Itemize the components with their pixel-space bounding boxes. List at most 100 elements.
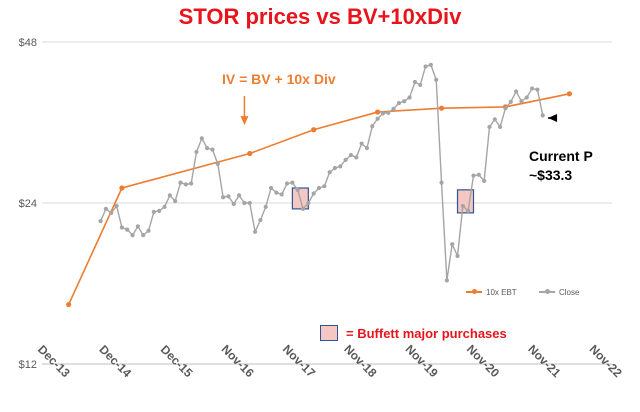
x-tick-label: Nov-16 — [219, 342, 257, 380]
data-point-close — [327, 170, 332, 175]
data-point-close — [529, 86, 535, 91]
data-point-close — [141, 233, 146, 238]
data-point-close — [508, 99, 513, 104]
data-point-close — [444, 278, 449, 283]
x-tick-label: Dec-13 — [35, 342, 73, 380]
current-price-annotation-text: Current P ~$33.3 — [529, 148, 593, 183]
buffett-purchase-boxes — [291, 187, 475, 214]
data-point-close — [524, 95, 529, 100]
data-point-close — [423, 64, 428, 69]
buffett-legend-text: = Buffett major purchases — [346, 326, 507, 341]
data-point-close — [487, 124, 492, 130]
chart-title: STOR prices vs BV+10xDiv — [178, 4, 462, 29]
data-point-close — [284, 181, 290, 186]
data-point-close — [252, 229, 258, 234]
data-point-close — [173, 198, 178, 204]
data-point-close — [98, 219, 103, 224]
data-point-close — [178, 180, 183, 185]
annotation-arrows — [240, 96, 558, 126]
iv-arrow-head — [240, 116, 249, 126]
data-point-close — [466, 208, 471, 213]
series-line-ebt — [67, 93, 570, 305]
data-point-close — [237, 193, 242, 198]
data-point-close — [242, 200, 247, 206]
data-point-close — [306, 200, 311, 206]
iv-annotation: IV = BV + 10x Div — [222, 71, 336, 87]
x-tick-label: Nov-22 — [587, 342, 625, 380]
data-point-close — [103, 206, 109, 211]
x-tick-label: Nov-17 — [280, 342, 318, 380]
data-point-close — [391, 106, 396, 111]
data-point-close — [455, 253, 460, 259]
data-point-ebt — [566, 91, 572, 97]
current-arrow-head — [548, 114, 558, 123]
x-tick-label: Nov-19 — [403, 342, 441, 380]
current-price-annotation: Current P ~$33.3 — [529, 147, 593, 185]
x-tick-label: Dec-15 — [158, 342, 196, 380]
buffett-legend-swatch — [320, 325, 338, 341]
data-point-ebt — [119, 185, 125, 191]
data-point-close — [354, 155, 359, 160]
y-tick-label: $12 — [19, 359, 37, 371]
data-point-close — [540, 113, 545, 118]
data-point-close — [167, 193, 172, 198]
grid-lines — [42, 41, 612, 204]
data-point-close — [146, 228, 151, 233]
data-point-close — [364, 145, 370, 151]
data-point-ebt — [438, 105, 445, 111]
data-point-close — [247, 200, 252, 206]
x-tick-label: Nov-18 — [341, 342, 379, 380]
data-point-close — [215, 161, 220, 167]
data-point-close — [418, 82, 423, 88]
data-point-close — [130, 233, 135, 238]
legend-label-close: Close — [559, 288, 580, 297]
data-point-close — [114, 203, 119, 209]
data-point-close — [492, 117, 497, 122]
data-point-close — [375, 116, 380, 121]
data-point-close — [311, 191, 316, 196]
data-point-close — [460, 203, 465, 209]
x-tick-label: Nov-21 — [525, 342, 563, 380]
data-point-close — [338, 164, 343, 169]
data-point-close — [199, 136, 204, 141]
y-tick-label: $48 — [19, 37, 37, 49]
data-point-close — [231, 201, 236, 207]
data-point-close — [439, 180, 444, 185]
legend-marker-close — [545, 289, 550, 294]
data-point-close — [316, 185, 322, 191]
data-point-ebt — [311, 127, 317, 133]
data-point-close — [274, 190, 279, 195]
data-point-close — [407, 95, 412, 100]
data-point-close — [263, 204, 268, 210]
data-point-close — [434, 77, 439, 82]
x-tick-label: Nov-20 — [464, 342, 502, 380]
data-point-close — [119, 225, 125, 230]
data-point-close — [370, 124, 375, 129]
data-point-close — [380, 111, 386, 116]
data-point-close — [157, 208, 162, 213]
data-point-close — [221, 195, 226, 200]
x-tick-label: Dec-14 — [96, 342, 134, 380]
data-point-close — [135, 224, 140, 229]
data-point-close — [386, 110, 391, 115]
data-point-close — [519, 99, 524, 104]
data-point-close — [402, 99, 407, 104]
data-point-close — [503, 106, 508, 111]
data-point-close — [471, 173, 476, 178]
data-point-close — [450, 242, 455, 247]
data-point-close — [348, 152, 354, 158]
data-point-close — [300, 206, 306, 211]
legend-label-ebt: 10x EBT — [486, 288, 517, 297]
data-point-close — [226, 194, 231, 199]
data-point-ebt — [66, 301, 72, 308]
data-point-close — [268, 185, 274, 191]
data-point-close — [183, 182, 188, 187]
data-point-close — [412, 79, 417, 85]
series-line-close — [99, 64, 544, 282]
data-point-close — [279, 192, 284, 197]
data-point-close — [162, 204, 167, 210]
data-point-ebt — [247, 150, 253, 157]
data-point-close — [476, 172, 481, 177]
data-point-close — [189, 181, 194, 186]
